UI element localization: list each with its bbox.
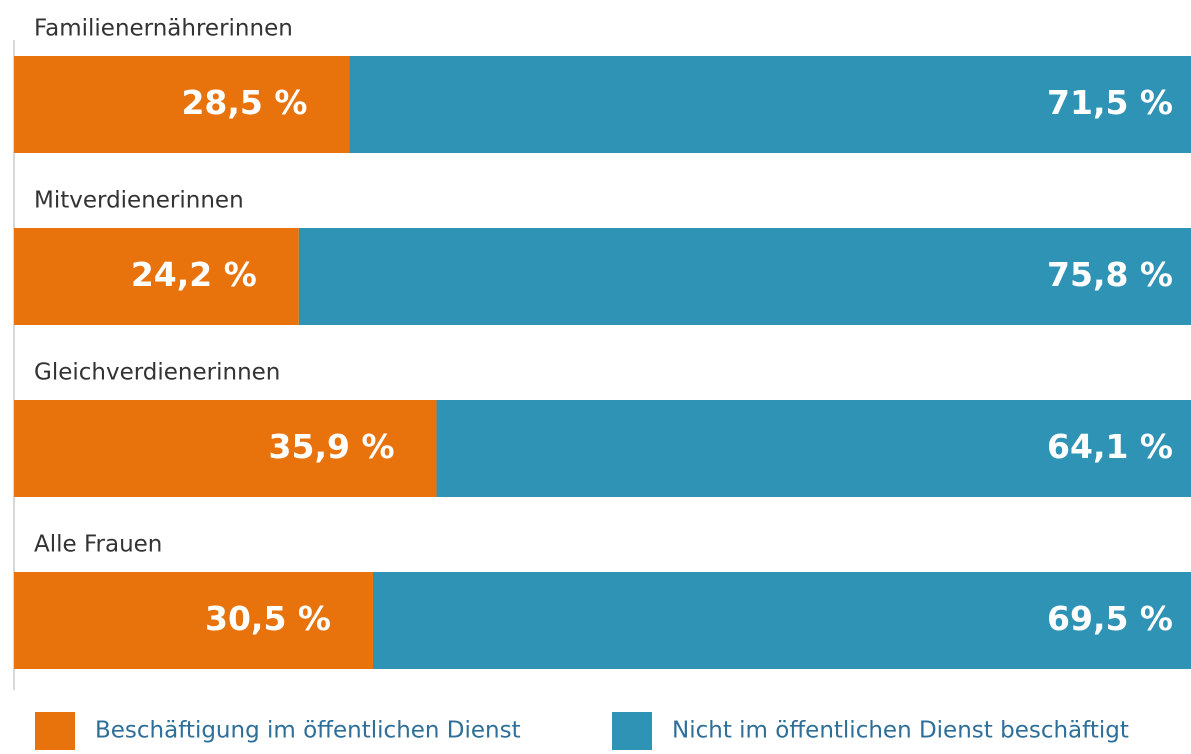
bar-segment: [298, 228, 1191, 325]
value-label: 30,5 %: [205, 599, 331, 638]
category-label: Gleichverdienerinnen: [34, 360, 280, 386]
category-label: Mitverdienerinnen: [34, 188, 244, 214]
value-label: 71,5 %: [1047, 83, 1173, 122]
value-label: 64,1 %: [1047, 427, 1173, 466]
bar-segment: [14, 572, 373, 669]
value-label: 28,5 %: [181, 83, 307, 122]
value-label: 24,2 %: [131, 255, 257, 294]
legend-label: Beschäftigung im öffentlichen Dienst: [95, 718, 521, 744]
bar-segment: [14, 56, 350, 153]
category-label: Alle Frauen: [34, 532, 162, 558]
value-label: 69,5 %: [1047, 599, 1173, 638]
bar-segment: [349, 56, 1191, 153]
bar-segment: [14, 228, 299, 325]
category-label: Familienernährerinnen: [34, 16, 293, 42]
bar-segment: [436, 400, 1191, 497]
value-label: 75,8 %: [1047, 255, 1173, 294]
legend-swatch: [612, 712, 652, 750]
bar-segment: [372, 572, 1191, 669]
value-label: 35,9 %: [269, 427, 395, 466]
legend-swatch: [35, 712, 75, 750]
bar-segment: [14, 400, 437, 497]
legend-label: Nicht im öffentlichen Dienst beschäftigt: [672, 718, 1129, 744]
